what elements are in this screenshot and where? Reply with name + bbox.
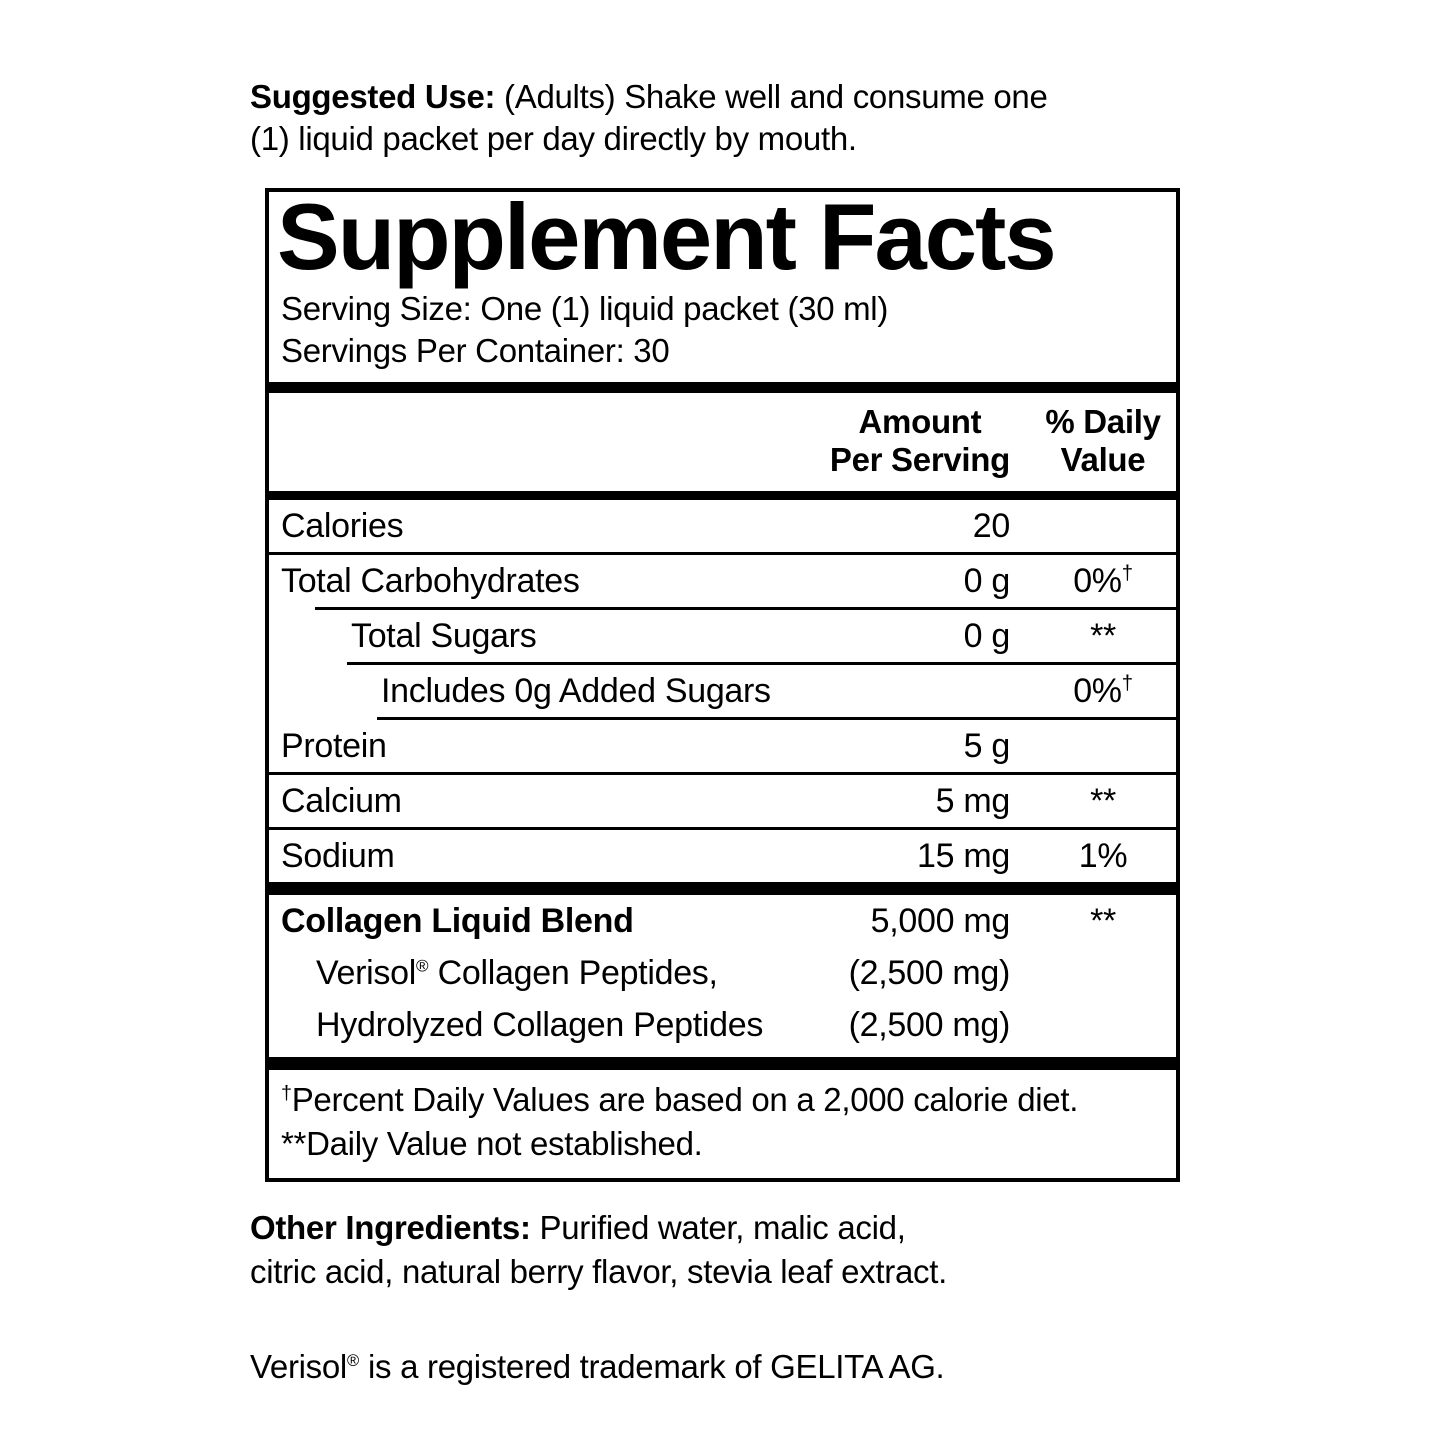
amount-header-line2: Per Serving — [829, 441, 1010, 478]
trademark-text: Verisol — [250, 1348, 347, 1385]
daily-value-header-line2: Value — [1060, 441, 1146, 478]
suggested-use-line2: (1) liquid packet per day directly by mo… — [250, 120, 857, 157]
blend-dv: ** — [1090, 901, 1116, 940]
amount-header: Amount Per Serving — [830, 403, 1010, 479]
suggested-use-label: Suggested Use: — [250, 78, 496, 115]
footnote-not-established: **Daily Value not established. — [281, 1122, 1166, 1166]
registered-mark: ® — [415, 956, 429, 976]
divider-hairline — [377, 717, 1176, 720]
nutrient-amount: 20 — [972, 506, 1011, 545]
blend-amount: 5,000 mg — [870, 901, 1011, 940]
other-ingredients-label: Other Ingredients: — [250, 1209, 531, 1246]
divider-hairline — [269, 552, 1176, 555]
nutrient-dv: 0%† — [1038, 562, 1168, 601]
serving-size: Serving Size: One (1) liquid packet (30 … — [281, 290, 889, 327]
nutrient-dv: 0%† — [1038, 672, 1168, 711]
blend-ingredient-name: Verisol® Collagen Peptides, — [281, 954, 790, 993]
blend-ingredient-amount: (2,500 mg) — [848, 1005, 1011, 1044]
trademark-note: Verisol® is a registered trademark of GE… — [250, 1346, 1210, 1388]
nutrient-amount: 5 mg — [935, 781, 1011, 820]
nutrient-row-total-carbohydrates: Total Carbohydrates 0 g 0%† — [269, 555, 1176, 607]
blend-row-main: Collagen Liquid Blend 5,000 mg ** — [269, 895, 1176, 947]
nutrient-row-total-sugars: Total Sugars 0 g ** — [269, 610, 1176, 662]
footnote-dv-basis: †Percent Daily Values are based on a 2,0… — [281, 1078, 1166, 1122]
blend-row-verisol: Verisol® Collagen Peptides, (2,500 mg) — [269, 947, 1176, 999]
dagger-symbol: † — [281, 1082, 292, 1104]
divider-hairline — [315, 607, 1176, 610]
footnote-text: Daily Value not established. — [306, 1125, 703, 1162]
column-header-row: Amount Per Serving % Daily Value — [269, 393, 1176, 491]
header-spacer — [281, 403, 790, 479]
dv-value: 0% — [1073, 561, 1122, 600]
blend-ingredient-amount: (2,500 mg) — [848, 953, 1011, 992]
nutrient-row-added-sugars: Includes 0g Added Sugars 0%† — [269, 665, 1176, 717]
supplement-facts-panel: Supplement Facts Serving Size: One (1) l… — [265, 188, 1180, 1182]
collagen-blend-section: Collagen Liquid Blend 5,000 mg ** Veriso… — [269, 895, 1176, 1057]
amount-header-cell: Amount Per Serving — [790, 403, 1010, 479]
ingredient-text: Hydrolyzed Collagen Peptides — [316, 1005, 764, 1044]
dv-value: 0% — [1073, 671, 1122, 710]
other-ingredients-line2: citric acid, natural berry flavor, stevi… — [250, 1253, 947, 1290]
trademark-text: is a registered trademark of GELITA AG. — [359, 1348, 945, 1385]
daily-value-header: % Daily Value — [1038, 403, 1168, 479]
nutrient-name: Calcium — [281, 781, 402, 820]
other-ingredients-line1: Purified water, malic acid, — [530, 1209, 906, 1246]
divider-thick-under-header — [269, 491, 1176, 500]
amount-header-line1: Amount — [858, 403, 982, 440]
divider-thick-top — [269, 382, 1176, 393]
nutrient-row-calcium: Calcium 5 mg ** — [269, 775, 1176, 827]
blend-row-hydrolyzed: Hydrolyzed Collagen Peptides (2,500 mg) — [269, 999, 1176, 1051]
divider-hairline — [269, 772, 1176, 775]
divider-hairline — [347, 662, 1176, 665]
nutrient-name: Total Carbohydrates — [281, 561, 580, 600]
nutrient-name: Protein — [281, 726, 387, 765]
nutrient-dv: ** — [1038, 617, 1168, 656]
other-ingredients: Other Ingredients: Purified water, malic… — [250, 1206, 1210, 1294]
suggested-use: Suggested Use: (Adults) Shake well and c… — [250, 76, 1210, 160]
suggested-use-line1: (Adults) Shake well and consume one — [495, 78, 1048, 115]
dv-value: ** — [1090, 616, 1116, 655]
dv-value: ** — [1090, 781, 1116, 820]
dv-dagger: † — [1121, 672, 1133, 695]
registered-mark: ® — [346, 1352, 360, 1370]
nutrient-amount: 5 g — [963, 726, 1011, 765]
divider-thick-under-sodium — [269, 882, 1176, 895]
blend-name: Collagen Liquid Blend — [281, 901, 634, 940]
servings-per-container: Servings Per Container: 30 — [281, 332, 670, 369]
ingredient-text: Collagen Peptides, — [428, 953, 718, 992]
nutrient-row-sodium: Sodium 15 mg 1% — [269, 830, 1176, 882]
nutrient-name: Calories — [281, 506, 404, 545]
divider-hairline — [269, 827, 1176, 830]
nutrient-dv: 1% — [1038, 837, 1168, 876]
nutrient-name: Includes 0g Added Sugars — [381, 671, 771, 710]
dv-value: 1% — [1078, 836, 1128, 875]
asterisks-symbol: ** — [281, 1125, 307, 1162]
nutrient-row-protein: Protein 5 g — [269, 720, 1176, 772]
nutrient-name: Total Sugars — [351, 616, 537, 655]
nutrient-dv: ** — [1038, 782, 1168, 821]
divider-thick-under-blend — [269, 1057, 1176, 1070]
ingredient-text: Verisol — [316, 953, 416, 992]
panel-title: Supplement Facts — [277, 184, 1057, 289]
nutrient-name: Sodium — [281, 836, 395, 875]
dv-dagger: † — [1121, 562, 1133, 585]
footnotes: †Percent Daily Values are based on a 2,0… — [269, 1070, 1176, 1178]
nutrient-amount: 15 mg — [917, 836, 1010, 875]
daily-value-header-line1: % Daily — [1045, 403, 1161, 440]
nutrient-amount: 0 g — [963, 616, 1011, 655]
footnote-text: Percent Daily Values are based on a 2,00… — [291, 1081, 1079, 1118]
nutrient-amount: 0 g — [963, 561, 1011, 600]
nutrient-row-calories: Calories 20 — [269, 500, 1176, 552]
blend-ingredient-name: Hydrolyzed Collagen Peptides — [281, 1006, 790, 1045]
